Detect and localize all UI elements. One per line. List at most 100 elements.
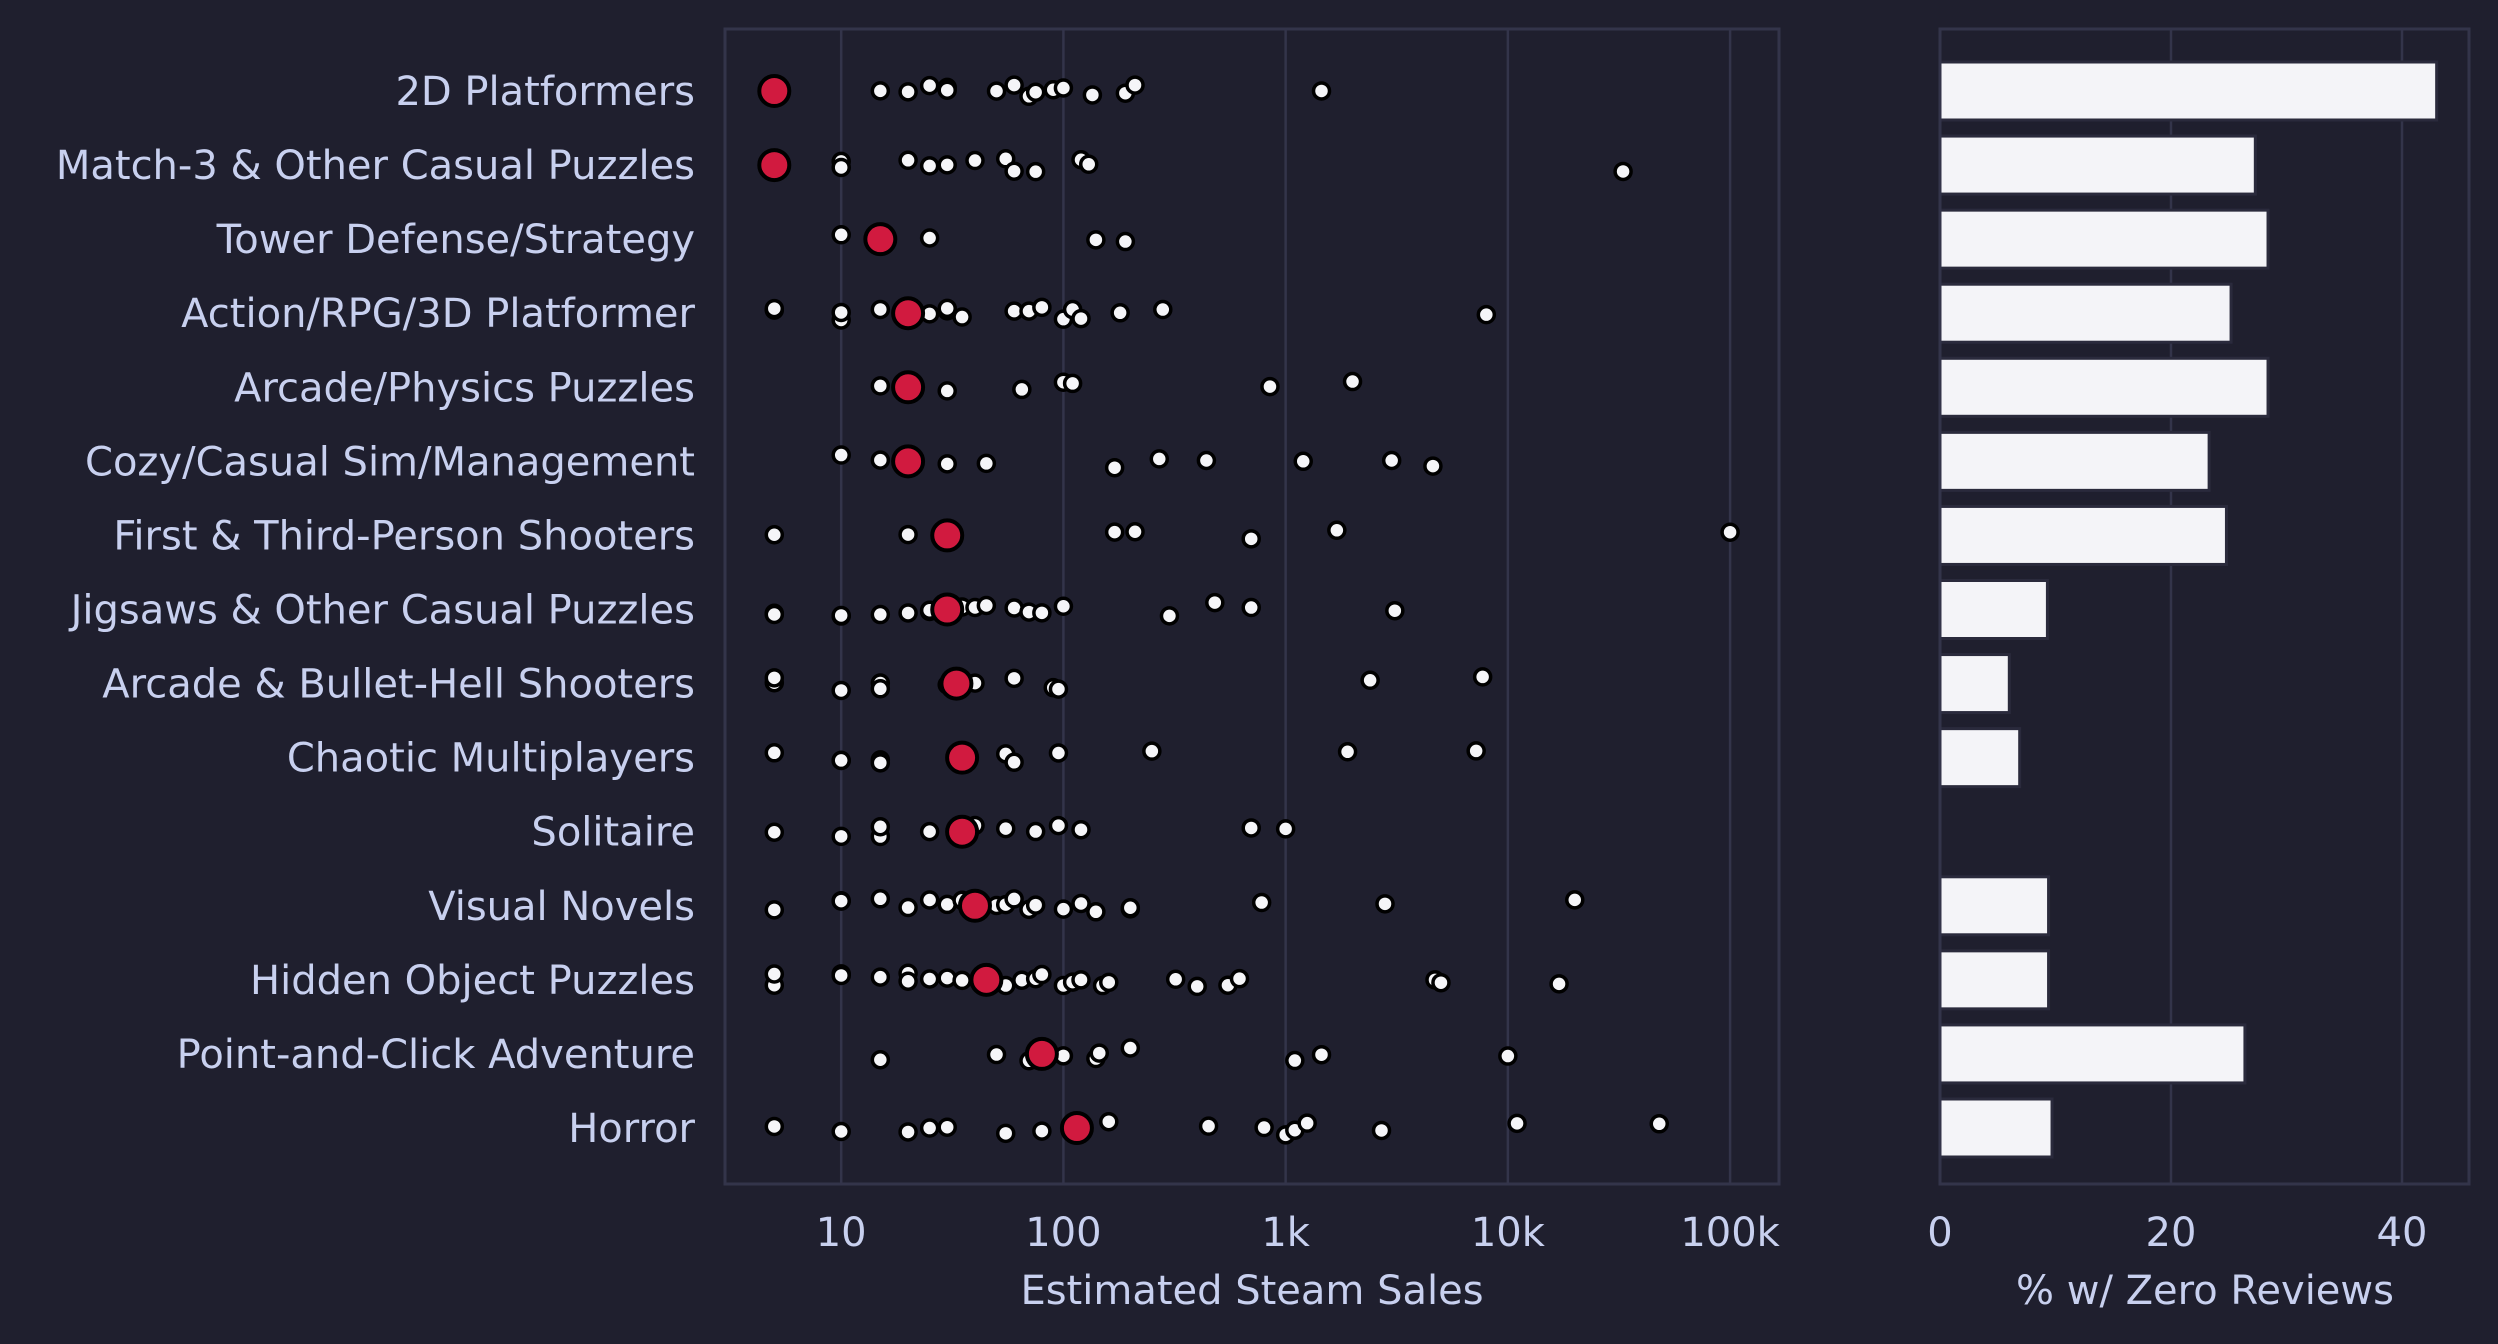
data-point: [870, 81, 891, 101]
data-point: [1048, 679, 1069, 699]
data-point: [1241, 818, 1261, 838]
data-point: [1142, 741, 1162, 761]
data-point: [1275, 819, 1296, 839]
data-point: [1613, 161, 1633, 182]
data-point: [1241, 597, 1261, 618]
bar-chart-frame: [1938, 27, 2471, 1186]
bar: [1938, 60, 2439, 122]
category-label: Chaotic Multiplayers: [287, 736, 695, 782]
category-label: Action/RPG/3D Platformer: [181, 291, 695, 337]
bar: [1938, 134, 2257, 196]
data-point: [764, 900, 785, 920]
x-tick-label: 20: [2146, 1210, 2197, 1256]
x-axis-label-zero-reviews: % w/ Zero Reviews: [2016, 1268, 2394, 1314]
strip-plot-frame: [723, 27, 1781, 1186]
data-point: [898, 603, 918, 623]
median-point: [945, 740, 980, 775]
category-label: Point-and-Click Adventure: [177, 1032, 695, 1078]
data-point: [1025, 161, 1046, 182]
data-point: [1649, 1114, 1670, 1134]
data-point: [1115, 231, 1136, 252]
x-tick-label: 10k: [1471, 1210, 1546, 1256]
data-point: [937, 298, 957, 319]
data-point: [937, 80, 957, 100]
data-point: [1476, 304, 1497, 325]
bar: [1938, 430, 2211, 492]
data-point: [831, 225, 851, 245]
data-point: [831, 1121, 851, 1142]
data-point: [870, 817, 891, 837]
data-point: [1260, 376, 1280, 397]
data-point: [919, 156, 940, 176]
data-point: [831, 826, 851, 847]
bar: [1938, 282, 2233, 344]
data-point: [870, 376, 891, 396]
data-point: [1198, 1116, 1219, 1136]
data-point: [1053, 78, 1074, 98]
data-point: [1472, 667, 1493, 687]
data-point: [764, 298, 785, 319]
x-tick-label: 100: [1025, 1210, 1101, 1256]
data-point: [1311, 1044, 1332, 1065]
category-label: Cozy/Casual Sim/Management: [85, 439, 695, 485]
median-point: [891, 296, 926, 331]
data-point: [1004, 161, 1024, 181]
median-point: [930, 592, 965, 627]
data-point: [1099, 972, 1119, 993]
median-point: [945, 814, 980, 849]
data-point: [1071, 970, 1091, 990]
data-point: [976, 453, 997, 474]
category-labels: 2D Platformers Match-3 & Other Casual Puz…: [56, 69, 696, 1152]
points: [757, 74, 1740, 1145]
category-label: Match-3 & Other Casual Puzzles: [56, 143, 695, 189]
data-point: [1565, 890, 1585, 910]
data-point: [1153, 299, 1173, 320]
bar: [1938, 875, 2051, 937]
bar: [1938, 579, 2049, 640]
median-point: [939, 666, 974, 701]
category-label: Tower Defense/Strategy: [216, 217, 695, 263]
data-point: [1431, 972, 1451, 993]
data-point: [764, 524, 785, 545]
data-point: [1187, 976, 1207, 997]
data-point: [1062, 373, 1083, 394]
data-point: [1025, 895, 1046, 915]
x-tick-label: 10: [816, 1210, 867, 1256]
data-point: [1251, 892, 1272, 913]
data-point: [898, 897, 918, 918]
data-point: [1110, 303, 1130, 323]
data-point: [1196, 450, 1217, 471]
median-point: [969, 962, 1004, 997]
data-point: [919, 821, 940, 842]
data-point: [1099, 1111, 1119, 1132]
x-tick-label: 100k: [1680, 1210, 1780, 1256]
data-point: [1120, 897, 1141, 918]
data-point: [1104, 522, 1125, 542]
bar: [1938, 208, 2270, 270]
x-tick-label: 1k: [1261, 1210, 1310, 1256]
data-point: [1385, 600, 1405, 621]
data-point: [995, 1123, 1016, 1144]
data-point: [1120, 1038, 1141, 1058]
data-point: [919, 75, 940, 96]
median-point: [757, 74, 792, 108]
data-point: [1241, 529, 1261, 549]
data-point: [764, 1116, 785, 1137]
data-point: [937, 454, 957, 474]
data-point: [1032, 964, 1052, 985]
data-point: [1311, 81, 1332, 101]
data-point: [1297, 1113, 1317, 1133]
category-label: Hidden Object Puzzles: [250, 958, 695, 1004]
data-point: [1254, 1117, 1274, 1138]
data-point: [764, 604, 785, 625]
data-point: [1381, 450, 1402, 471]
data-point: [1025, 82, 1046, 103]
x-tick-labels: 10 100 1k 10k 100k 0 20 40: [816, 1210, 2428, 1256]
data-point: [952, 970, 972, 991]
data-point: [1125, 521, 1145, 542]
median-point: [957, 888, 992, 923]
data-point: [995, 818, 1016, 839]
data-point: [1048, 743, 1069, 763]
category-label: Arcade & Bullet-Hell Shooters: [102, 662, 695, 708]
